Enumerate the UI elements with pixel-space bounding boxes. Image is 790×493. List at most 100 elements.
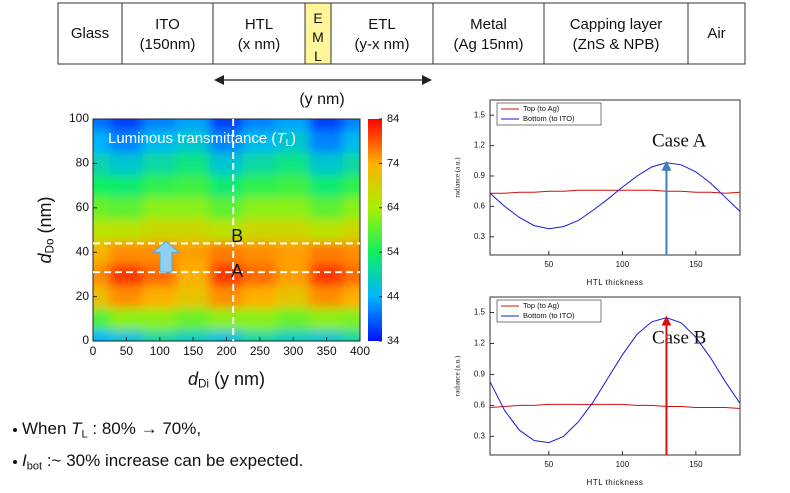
heatmap-cell — [342, 307, 360, 331]
colorbar-tick-label: 44 — [387, 291, 399, 303]
bullet-text: Ibot :~ 30% increase can be expected. — [22, 451, 303, 472]
heatmap-cell — [342, 129, 360, 153]
heatmap-cell — [276, 262, 311, 286]
heatmap-cell — [309, 285, 344, 309]
bullet-dot — [13, 460, 17, 464]
heatmap-cell — [175, 285, 211, 309]
y-tick-label: 100 — [69, 111, 89, 125]
x-tick-label: 100 — [616, 260, 630, 269]
span-label: (y nm) — [299, 91, 344, 108]
legend-label: Bottom (to ITO) — [523, 114, 575, 123]
layer-cell — [687, 2, 746, 65]
y-tick-label: 80 — [76, 156, 90, 170]
y-tick-label: 0.6 — [474, 201, 486, 210]
x-tick-label: 200 — [216, 344, 236, 358]
heatmap-cell — [109, 129, 144, 153]
y-tick-label: 0.9 — [474, 171, 486, 180]
y-tick-label: 40 — [76, 244, 90, 258]
heatmap-cell — [276, 129, 311, 153]
heatmap-cell — [309, 196, 344, 220]
line-series — [490, 189, 741, 194]
y-tick-label: 1.5 — [474, 110, 486, 119]
layer-cell — [304, 2, 332, 65]
y-tick-label: 0.3 — [474, 432, 486, 441]
heatmap-cell — [342, 262, 360, 286]
y-tick-label: 0 — [82, 333, 89, 347]
heatmap-cell — [276, 307, 311, 331]
heatmap-cell — [175, 218, 211, 242]
x-tick-label: 0 — [90, 344, 97, 358]
subscript: L — [286, 137, 292, 148]
heatmap-cell — [175, 240, 211, 264]
heatmap-cell — [175, 307, 211, 331]
heatmap-cell — [175, 129, 211, 153]
annotation: Case B — [652, 327, 706, 348]
legend-label: Bottom (to ITO) — [523, 311, 575, 320]
heatmap-cell — [93, 119, 111, 131]
heatmap-cell — [242, 196, 278, 220]
heatmap-cell — [209, 240, 244, 264]
heatmap-cell — [93, 196, 111, 220]
layer-cell — [212, 2, 306, 65]
heatmap-cell — [342, 240, 360, 264]
plot-frame — [489, 296, 741, 456]
heatmap-cell — [142, 196, 177, 220]
layer-name: HTL — [245, 16, 273, 33]
heatmap-cell — [209, 307, 244, 331]
layer-cell — [121, 2, 214, 65]
heatmap-cell — [109, 329, 144, 341]
text-part: ) — [291, 130, 296, 147]
heatmap-cell — [242, 218, 278, 242]
heatmap-cell — [209, 174, 244, 198]
y-tick-label: 0.9 — [474, 370, 486, 379]
y-tick-label: 20 — [76, 289, 90, 303]
layer-thickness: (y-x nm) — [355, 36, 410, 53]
y-axis-label: dDo (nm) — [35, 197, 57, 264]
heatmap-cell — [242, 329, 278, 341]
heatmap-cell — [242, 240, 278, 264]
heatmap-cell — [309, 218, 344, 242]
text-part: :~ 30% increase can be expected. — [42, 451, 303, 470]
heatmap-cell — [142, 329, 177, 341]
heatmap-cell — [242, 307, 278, 331]
heatmap-cell — [109, 196, 144, 220]
heatmap-cell — [309, 307, 344, 331]
heatmap-cell — [93, 129, 111, 153]
heatmap-cell — [142, 285, 177, 309]
heatmap-cell — [109, 119, 144, 131]
variable: d — [188, 369, 199, 389]
heatmap-cell — [276, 196, 311, 220]
heatmap-cell — [309, 119, 344, 131]
x-tick-label: 150 — [689, 260, 703, 269]
subscript: L — [82, 428, 88, 440]
y-tick-label: 0.6 — [474, 401, 486, 410]
heatmap-cell — [142, 307, 177, 331]
heatmap-cell — [93, 329, 111, 341]
heatmap-cell — [175, 174, 211, 198]
colorbar-tick-label: 64 — [387, 202, 399, 214]
heatmap-cell — [209, 151, 244, 175]
text-part: : 80% → 70%, — [88, 419, 201, 438]
layer-name: Capping layer — [570, 16, 663, 33]
heatmap-cell — [242, 129, 278, 153]
x-axis-label: HTL thickness — [587, 278, 644, 287]
y-tick-label: 1.2 — [474, 141, 486, 150]
heatmap-cell — [109, 262, 144, 286]
layer-name: Metal — [470, 16, 507, 33]
heatmap-cell — [175, 151, 211, 175]
x-axis-label: HTL thickness — [587, 478, 644, 487]
heatmap-cell — [276, 285, 311, 309]
layer-cell — [57, 2, 123, 65]
heatmap-cell — [142, 119, 177, 131]
heatmap-cell — [93, 174, 111, 198]
heatmap-cell — [209, 329, 244, 341]
heatmap-cell — [342, 151, 360, 175]
x-tick-label: 400 — [350, 344, 370, 358]
text-part: (y nm) — [209, 369, 265, 389]
line-series — [489, 403, 741, 409]
x-tick-label: 50 — [120, 344, 134, 358]
heatmap-cell — [209, 285, 244, 309]
heatmap-cell — [175, 196, 211, 220]
heatmap-cell — [242, 262, 278, 286]
x-axis-label: dDi (y nm) — [188, 369, 265, 391]
